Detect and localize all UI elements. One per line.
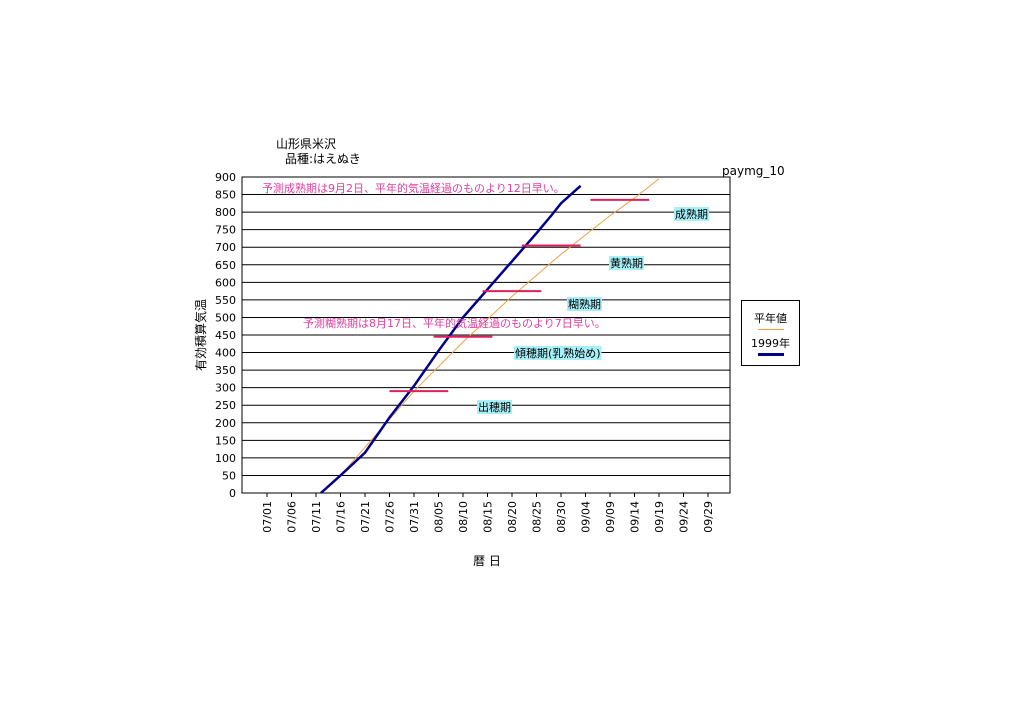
y-tick-label: 700 — [215, 241, 236, 254]
stage-label: 黄熟期 — [610, 256, 643, 270]
x-tick-label: 07/16 — [335, 501, 348, 533]
stage-threshold-lines — [389, 198, 650, 393]
stage-label: 成熟期 — [675, 207, 708, 221]
x-tick-label: 08/15 — [482, 501, 495, 533]
y-tick-label: 650 — [215, 259, 236, 272]
series-line-1999 — [320, 184, 582, 494]
x-tick-label: 07/11 — [310, 501, 323, 533]
legend-label-heinen: 平年値 — [754, 312, 787, 325]
stage-label-bg — [674, 207, 709, 221]
y-tick-label: 250 — [215, 399, 236, 412]
x-tick-label: 09/24 — [678, 501, 691, 533]
x-tick-label: 08/25 — [531, 501, 544, 533]
legend: 平年値 1999年 — [741, 300, 800, 366]
y-tick-label: 400 — [215, 347, 236, 360]
y-tick-label: 900 — [215, 171, 236, 184]
gridlines — [242, 194, 730, 476]
stage-label-bg — [477, 400, 512, 414]
stage-labels: 出穂期 傾穂期(乳熟始め) 糊熟期 黄熟期 成熟期 — [477, 207, 709, 414]
legend-label-1999: 1999年 — [751, 337, 790, 350]
x-tick-label: 09/14 — [629, 501, 642, 533]
x-tick-label: 07/21 — [359, 501, 372, 533]
x-axis-label: 暦 日 — [473, 554, 501, 568]
y-tick-label: 150 — [215, 434, 236, 447]
chart-subtitle: 品種:はえぬき — [285, 152, 361, 166]
y-tick-label: 850 — [215, 189, 236, 202]
x-tick-label: 09/09 — [604, 501, 617, 533]
x-tick-label: 08/20 — [506, 501, 519, 533]
x-tick-labels: 07/01 07/06 07/11 07/16 07/21 07/26 07/31 08/05… — [261, 493, 715, 533]
x-tick-label: 09/19 — [653, 501, 666, 533]
x-tick-label: 08/10 — [457, 501, 470, 533]
y-tick-label: 800 — [215, 206, 236, 219]
legend-swatch-1999 — [758, 353, 784, 356]
x-tick-label: 08/05 — [433, 501, 446, 533]
annotation-dough: 予測糊熟期は8月17日、平年的気温経過のものより7日早い。 — [303, 316, 606, 330]
x-tick-label: 07/06 — [286, 501, 299, 533]
stage-label: 傾穂期(乳熟始め) — [515, 346, 601, 360]
annotation-maturity: 予測成熟期は9月2日、平年的気温経過のものより12日早い。 — [262, 181, 565, 195]
y-tick-label: 500 — [215, 311, 236, 324]
y-axis-label: 有効積算気温 — [193, 299, 208, 371]
y-tick-label: 450 — [215, 329, 236, 342]
x-tick-label: 07/01 — [261, 501, 274, 533]
stage-label: 出穂期 — [478, 400, 511, 414]
x-tick-label: 09/29 — [702, 501, 715, 533]
x-tick-label: 07/26 — [384, 501, 397, 533]
x-tick-label: 09/04 — [580, 501, 593, 533]
y-tick-label: 200 — [215, 417, 236, 430]
stage-label-bg — [514, 346, 602, 360]
stage-label: 糊熟期 — [568, 297, 601, 311]
chart-code: paymg_10 — [722, 164, 785, 178]
y-tick-label: 750 — [215, 224, 236, 237]
series-line-heinen — [320, 178, 660, 494]
y-tick-label: 600 — [215, 276, 236, 289]
y-tick-label: 350 — [215, 364, 236, 377]
y-tick-label: 0 — [229, 487, 236, 500]
y-tick-labels: 0 50 100 150 200 250 300 350 400 450 500 550 600 650 7… — [215, 171, 236, 500]
y-tick-label: 300 — [215, 382, 236, 395]
y-tick-label: 50 — [222, 469, 236, 482]
chart-title: 山形県米沢 — [276, 137, 336, 151]
stage-label-bg — [609, 256, 644, 270]
y-tick-label: 550 — [215, 294, 236, 307]
x-tick-label: 08/30 — [555, 501, 568, 533]
stage-label-bg — [567, 297, 602, 311]
x-tick-label: 07/31 — [408, 501, 421, 533]
legend-swatch-heinen — [758, 329, 784, 330]
y-tick-label: 100 — [215, 452, 236, 465]
